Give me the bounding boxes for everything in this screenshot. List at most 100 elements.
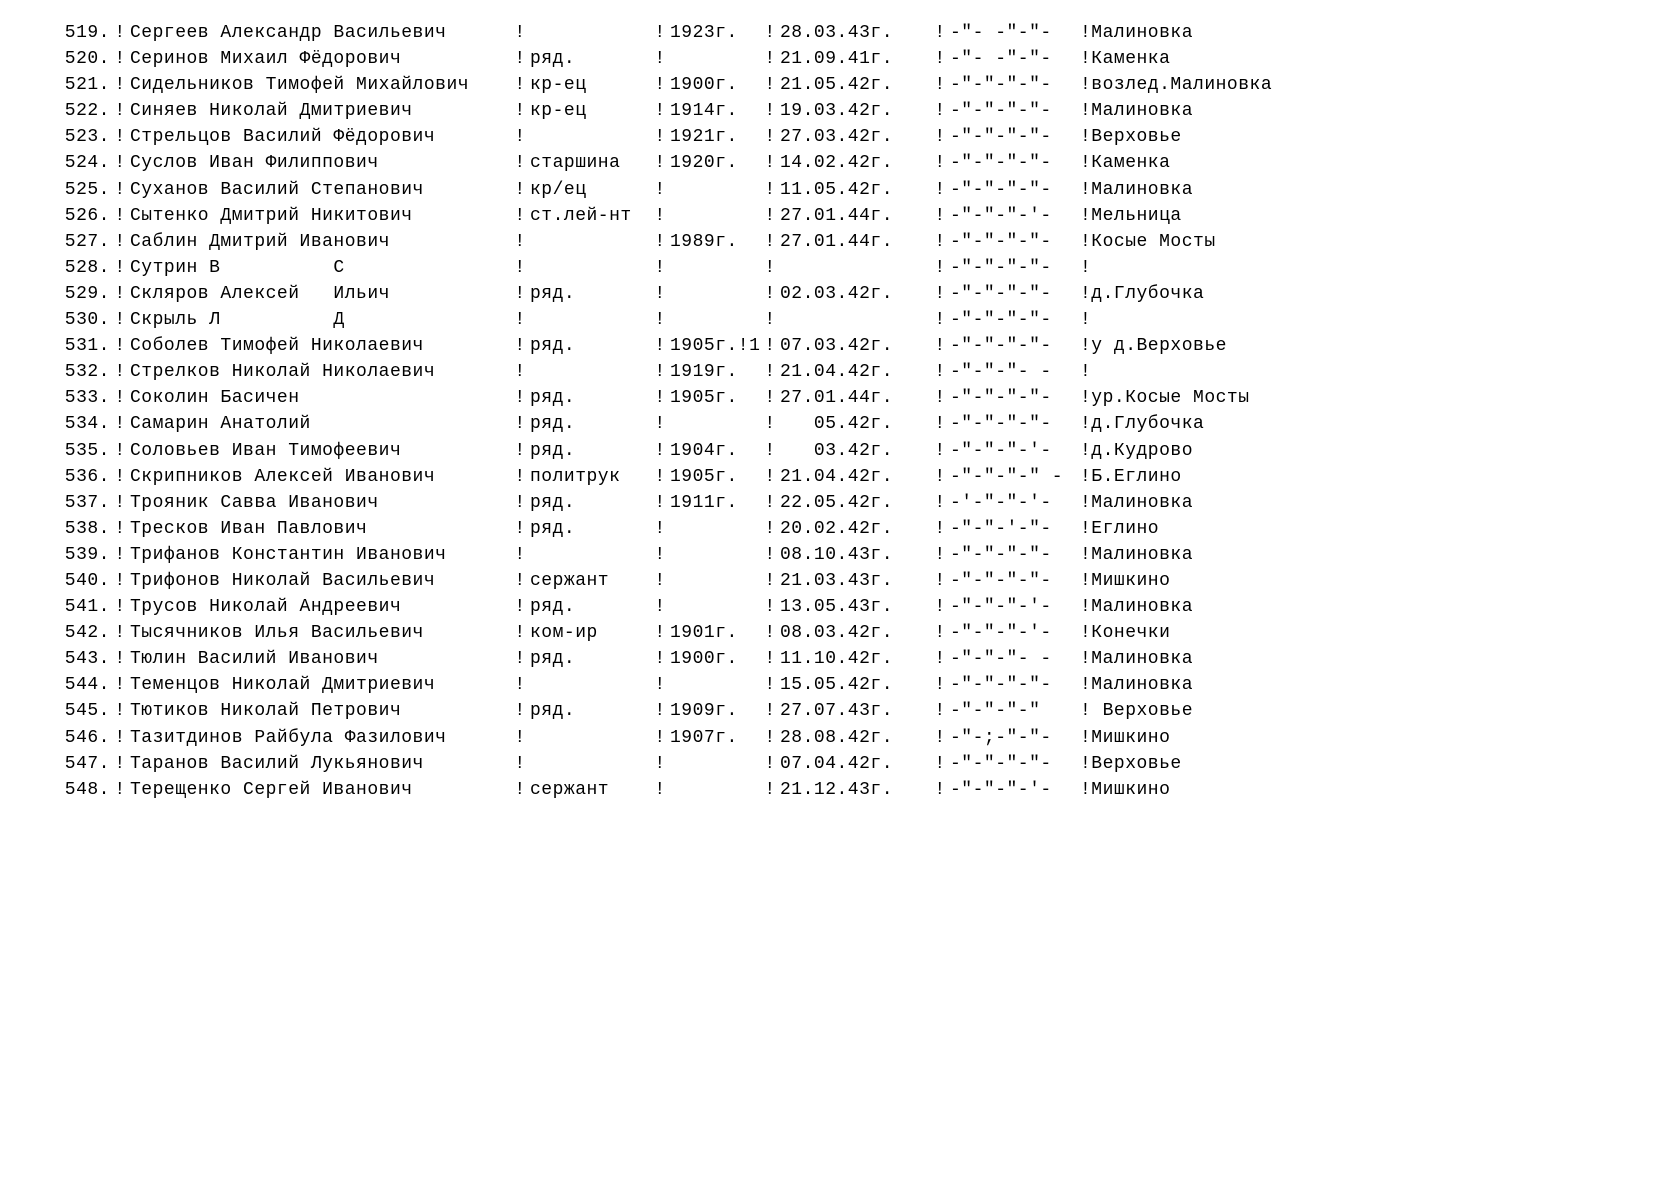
place: !Каменка [1080,150,1640,176]
separator: ! [930,72,950,98]
separator: ! [760,359,780,385]
separator: ! [930,124,950,150]
separator: ! [650,490,670,516]
separator: ! [110,438,130,464]
separator: ! [650,203,670,229]
separator: ! [650,464,670,490]
rank [530,255,650,281]
row-number: 545. [40,698,110,724]
separator: ! [110,646,130,672]
separator: ! [110,281,130,307]
separator: ! [650,594,670,620]
ditto-marks: -"-;-"-"- [950,725,1080,751]
separator: ! [650,229,670,255]
birth-year: 1905г. [670,464,760,490]
birth-year: 1911г. [670,490,760,516]
birth-year: 1905г. [670,385,760,411]
date: 08.10.43г. [780,542,930,568]
birth-year: 1989г. [670,229,760,255]
separator: ! [760,203,780,229]
birth-year [670,281,760,307]
separator: ! [510,46,530,72]
person-name: Трифонов Николай Васильевич [130,568,510,594]
row-number: 519. [40,20,110,46]
separator: ! [760,751,780,777]
ditto-marks: -"-"-"-"- [950,72,1080,98]
separator: ! [760,281,780,307]
ditto-marks: -"-"-"-"- [950,542,1080,568]
birth-year: 1921г. [670,124,760,150]
place: !Конечки [1080,620,1640,646]
row-number: 526. [40,203,110,229]
birth-year: 1901г. [670,620,760,646]
person-name: Сытенко Дмитрий Никитович [130,203,510,229]
row-number: 542. [40,620,110,646]
separator: ! [930,438,950,464]
row-number: 525. [40,177,110,203]
separator: ! [510,568,530,594]
place: !д.Глубочка [1080,411,1640,437]
person-name: Саблин Дмитрий Иванович [130,229,510,255]
separator: ! [650,177,670,203]
separator: ! [650,542,670,568]
separator: ! [110,725,130,751]
separator: ! [760,98,780,124]
table-row: 545.!Тютиков Николай Петрович!ряд.!1909г… [40,698,1640,724]
ditto-marks: -"-"-"-"- [950,98,1080,124]
rank: сержант [530,777,650,803]
rank: ряд. [530,333,650,359]
rank [530,359,650,385]
separator: ! [760,124,780,150]
place: !Малиновка [1080,98,1640,124]
separator: ! [930,229,950,255]
row-number: 533. [40,385,110,411]
rank: политрук [530,464,650,490]
ditto-marks: -"-"-"-'- [950,777,1080,803]
table-row: 531.!Соболев Тимофей Николаевич!ряд.!190… [40,333,1640,359]
table-row: 543.!Тюлин Василий Иванович!ряд.!1900г.!… [40,646,1640,672]
table-row: 533.!Соколин Басичен!ряд.!1905г.!27.01.4… [40,385,1640,411]
person-name: Скляров Алексей Ильич [130,281,510,307]
person-name: Соловьев Иван Тимофеевич [130,438,510,464]
separator: ! [760,255,780,281]
separator: ! [760,542,780,568]
place: !Косые Мосты [1080,229,1640,255]
rank [530,124,650,150]
place: ! Верховье [1080,698,1640,724]
place: !Еглино [1080,516,1640,542]
place: !Верховье [1080,124,1640,150]
row-number: 536. [40,464,110,490]
ditto-marks: -"-"-"-" [950,698,1080,724]
separator: ! [510,333,530,359]
rank: кр-ец [530,72,650,98]
separator: ! [760,516,780,542]
separator: ! [930,516,950,542]
separator: ! [110,516,130,542]
person-name: Стрельцов Василий Фёдорович [130,124,510,150]
rank: ряд. [530,438,650,464]
place: !д.Кудрово [1080,438,1640,464]
row-number: 532. [40,359,110,385]
row-number: 544. [40,672,110,698]
separator: ! [650,255,670,281]
ditto-marks: -"-"-"-"- [950,150,1080,176]
separator: ! [510,255,530,281]
rank: ряд. [530,385,650,411]
date: 15.05.42г. [780,672,930,698]
person-name: Трояник Савва Иванович [130,490,510,516]
separator: ! [510,438,530,464]
birth-year [670,46,760,72]
person-name: Соколин Басичен [130,385,510,411]
date: 28.03.43г. [780,20,930,46]
table-row: 540.!Трифонов Николай Васильевич!сержант… [40,568,1640,594]
birth-year [670,255,760,281]
table-row: 539.!Трифанов Константин Иванович!!!08.1… [40,542,1640,568]
table-row: 525.!Суханов Василий Степанович!кр/ец!!1… [40,177,1640,203]
place: !Каменка [1080,46,1640,72]
separator: ! [760,72,780,98]
birth-year [670,177,760,203]
ditto-marks: -"-"-"-"- [950,385,1080,411]
separator: ! [650,568,670,594]
ditto-marks: -"-"-"-"- [950,751,1080,777]
rank: кр-ец [530,98,650,124]
